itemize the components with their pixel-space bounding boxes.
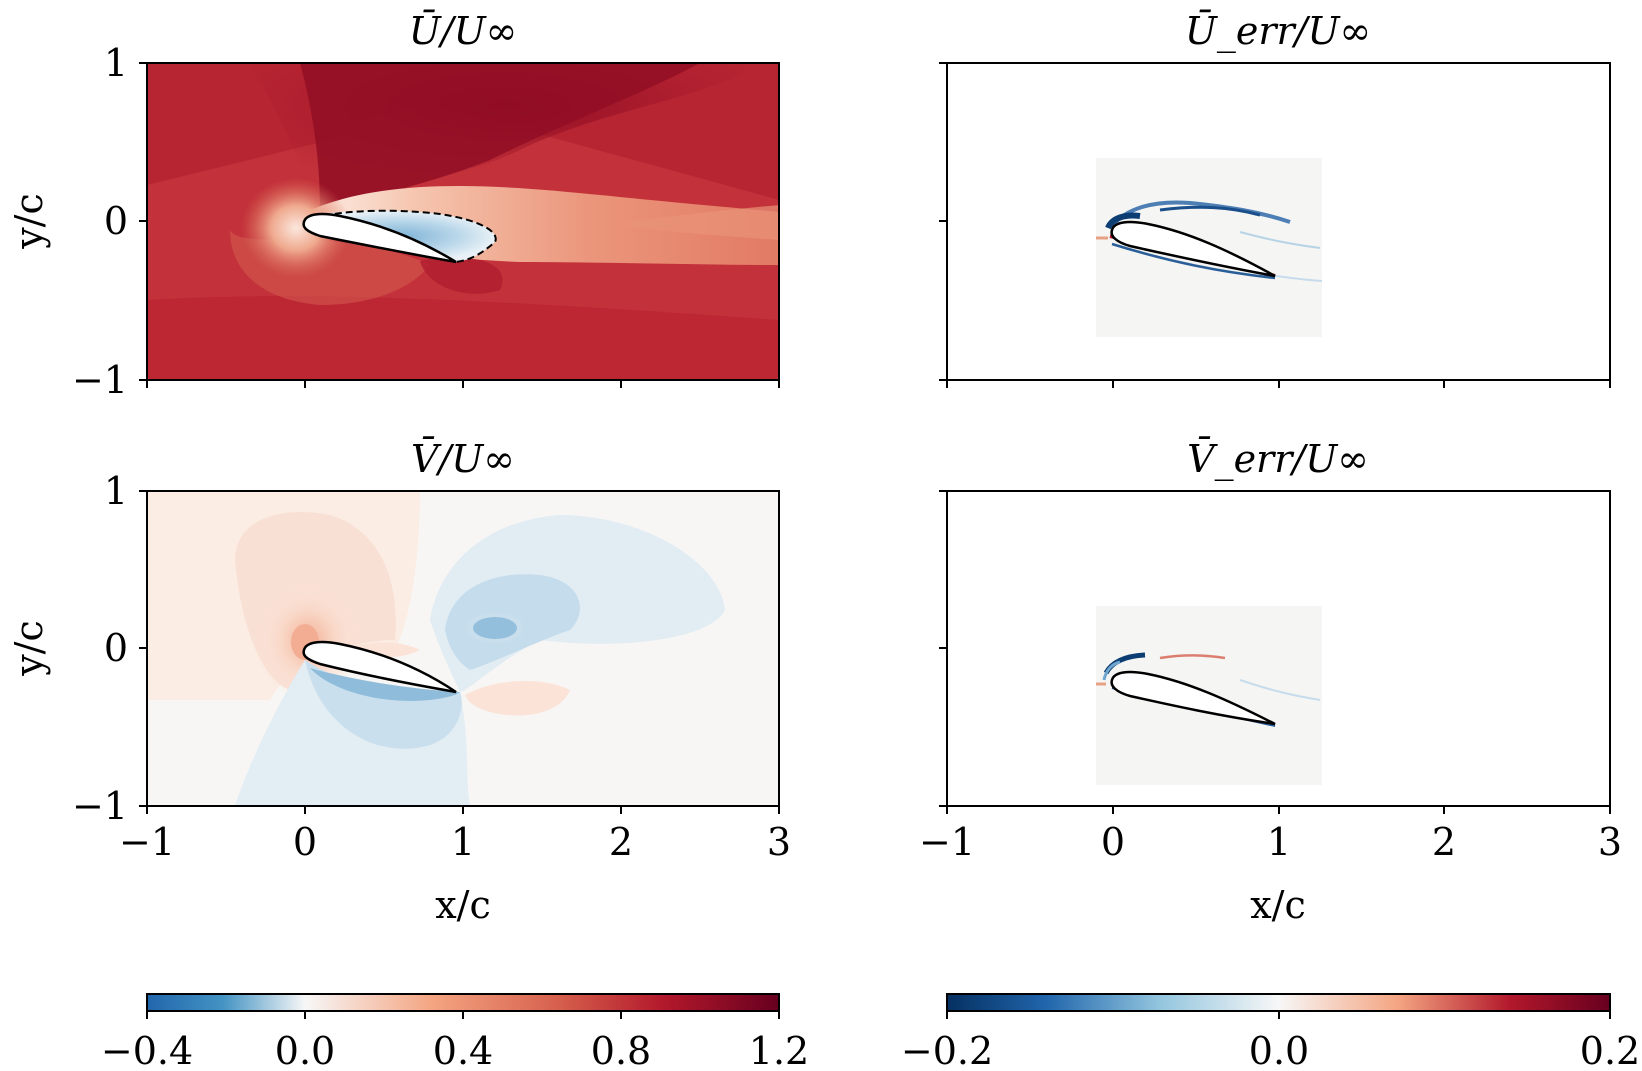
title-u-error: Ū_err/U∞ xyxy=(1185,9,1371,54)
panel-v-error: V̄_err/U∞ −1 0 1 2 3 x/c xyxy=(919,437,1622,927)
axes-u-error xyxy=(939,62,1611,388)
v-error-field xyxy=(1096,606,1322,785)
cbar1-tick-4: 1.2 xyxy=(749,1029,809,1071)
xtick-v-2: 2 xyxy=(609,820,633,864)
xtick-verr-m1: −1 xyxy=(919,820,975,864)
title-v-error: V̄_err/U∞ xyxy=(1187,437,1369,482)
u-error-field xyxy=(1096,158,1323,337)
xtick-verr-0: 0 xyxy=(1101,820,1125,864)
separation-contour xyxy=(302,209,497,263)
cbar2-tick-1: 0.0 xyxy=(1249,1029,1309,1071)
panel-u-mean: Ū/U∞ 1 0 −1 y/c xyxy=(7,9,780,402)
airfoil-v-mean xyxy=(302,640,457,694)
xaxis-u-mean xyxy=(146,380,780,388)
cbar1-tick-3: 0.8 xyxy=(591,1029,651,1071)
airfoil-v-error xyxy=(1110,670,1276,726)
ytick-v-m1: −1 xyxy=(72,784,128,828)
xtick-verr-1: 1 xyxy=(1267,820,1291,864)
xaxis-v-mean: −1 0 1 2 3 x/c xyxy=(119,806,791,927)
cbar1-tick-2: 0.4 xyxy=(433,1029,493,1071)
xlabel-v-error: x/c xyxy=(1250,883,1306,927)
axes-v-error: −1 0 1 2 3 x/c xyxy=(919,490,1622,927)
yaxis-u-mean: 1 0 −1 y/c xyxy=(7,41,147,402)
xtick-verr-2: 2 xyxy=(1432,820,1456,864)
cbar2-tick-0: −0.2 xyxy=(901,1029,993,1071)
yaxis-v-mean: 1 0 −1 y/c xyxy=(7,469,147,828)
colorbar-error: −0.2 0.0 0.2 xyxy=(901,993,1640,1071)
xtick-v-0: 0 xyxy=(293,820,317,864)
ytick-u-m1: −1 xyxy=(72,358,128,402)
xtick-verr-3: 3 xyxy=(1598,820,1622,864)
xtick-v-1: 1 xyxy=(451,820,475,864)
panel-v-mean: V̄/U∞ 1 0 −1 y/c −1 0 1 2 3 x/c xyxy=(7,437,791,927)
u-mean-field xyxy=(147,63,779,380)
airfoil-u-error xyxy=(1110,220,1276,278)
cbar2-tick-2: 0.2 xyxy=(1580,1029,1640,1071)
xlabel-v-mean: x/c xyxy=(435,883,491,927)
ytick-v-1: 1 xyxy=(104,469,128,513)
ytick-u-1: 1 xyxy=(104,41,128,85)
xtick-v-3: 3 xyxy=(767,820,791,864)
ylabel-u-mean: y/c xyxy=(7,193,51,250)
ytick-v-0: 0 xyxy=(104,626,128,670)
cbar1-tick-0: −0.4 xyxy=(101,1029,193,1071)
v-mean-field xyxy=(147,491,779,806)
xtick-v-m1: −1 xyxy=(119,820,175,864)
colorbar-mean: −0.4 0.0 0.4 0.8 1.2 xyxy=(101,993,809,1071)
ytick-u-0: 0 xyxy=(104,199,128,243)
ylabel-v-mean: y/c xyxy=(7,620,51,677)
panel-u-error: Ū_err/U∞ xyxy=(939,9,1611,388)
cbar1-tick-1: 0.0 xyxy=(275,1029,335,1071)
title-u-mean: Ū/U∞ xyxy=(409,9,518,53)
airfoil-u-mean xyxy=(302,212,457,264)
title-v-mean: V̄/U∞ xyxy=(411,437,515,481)
